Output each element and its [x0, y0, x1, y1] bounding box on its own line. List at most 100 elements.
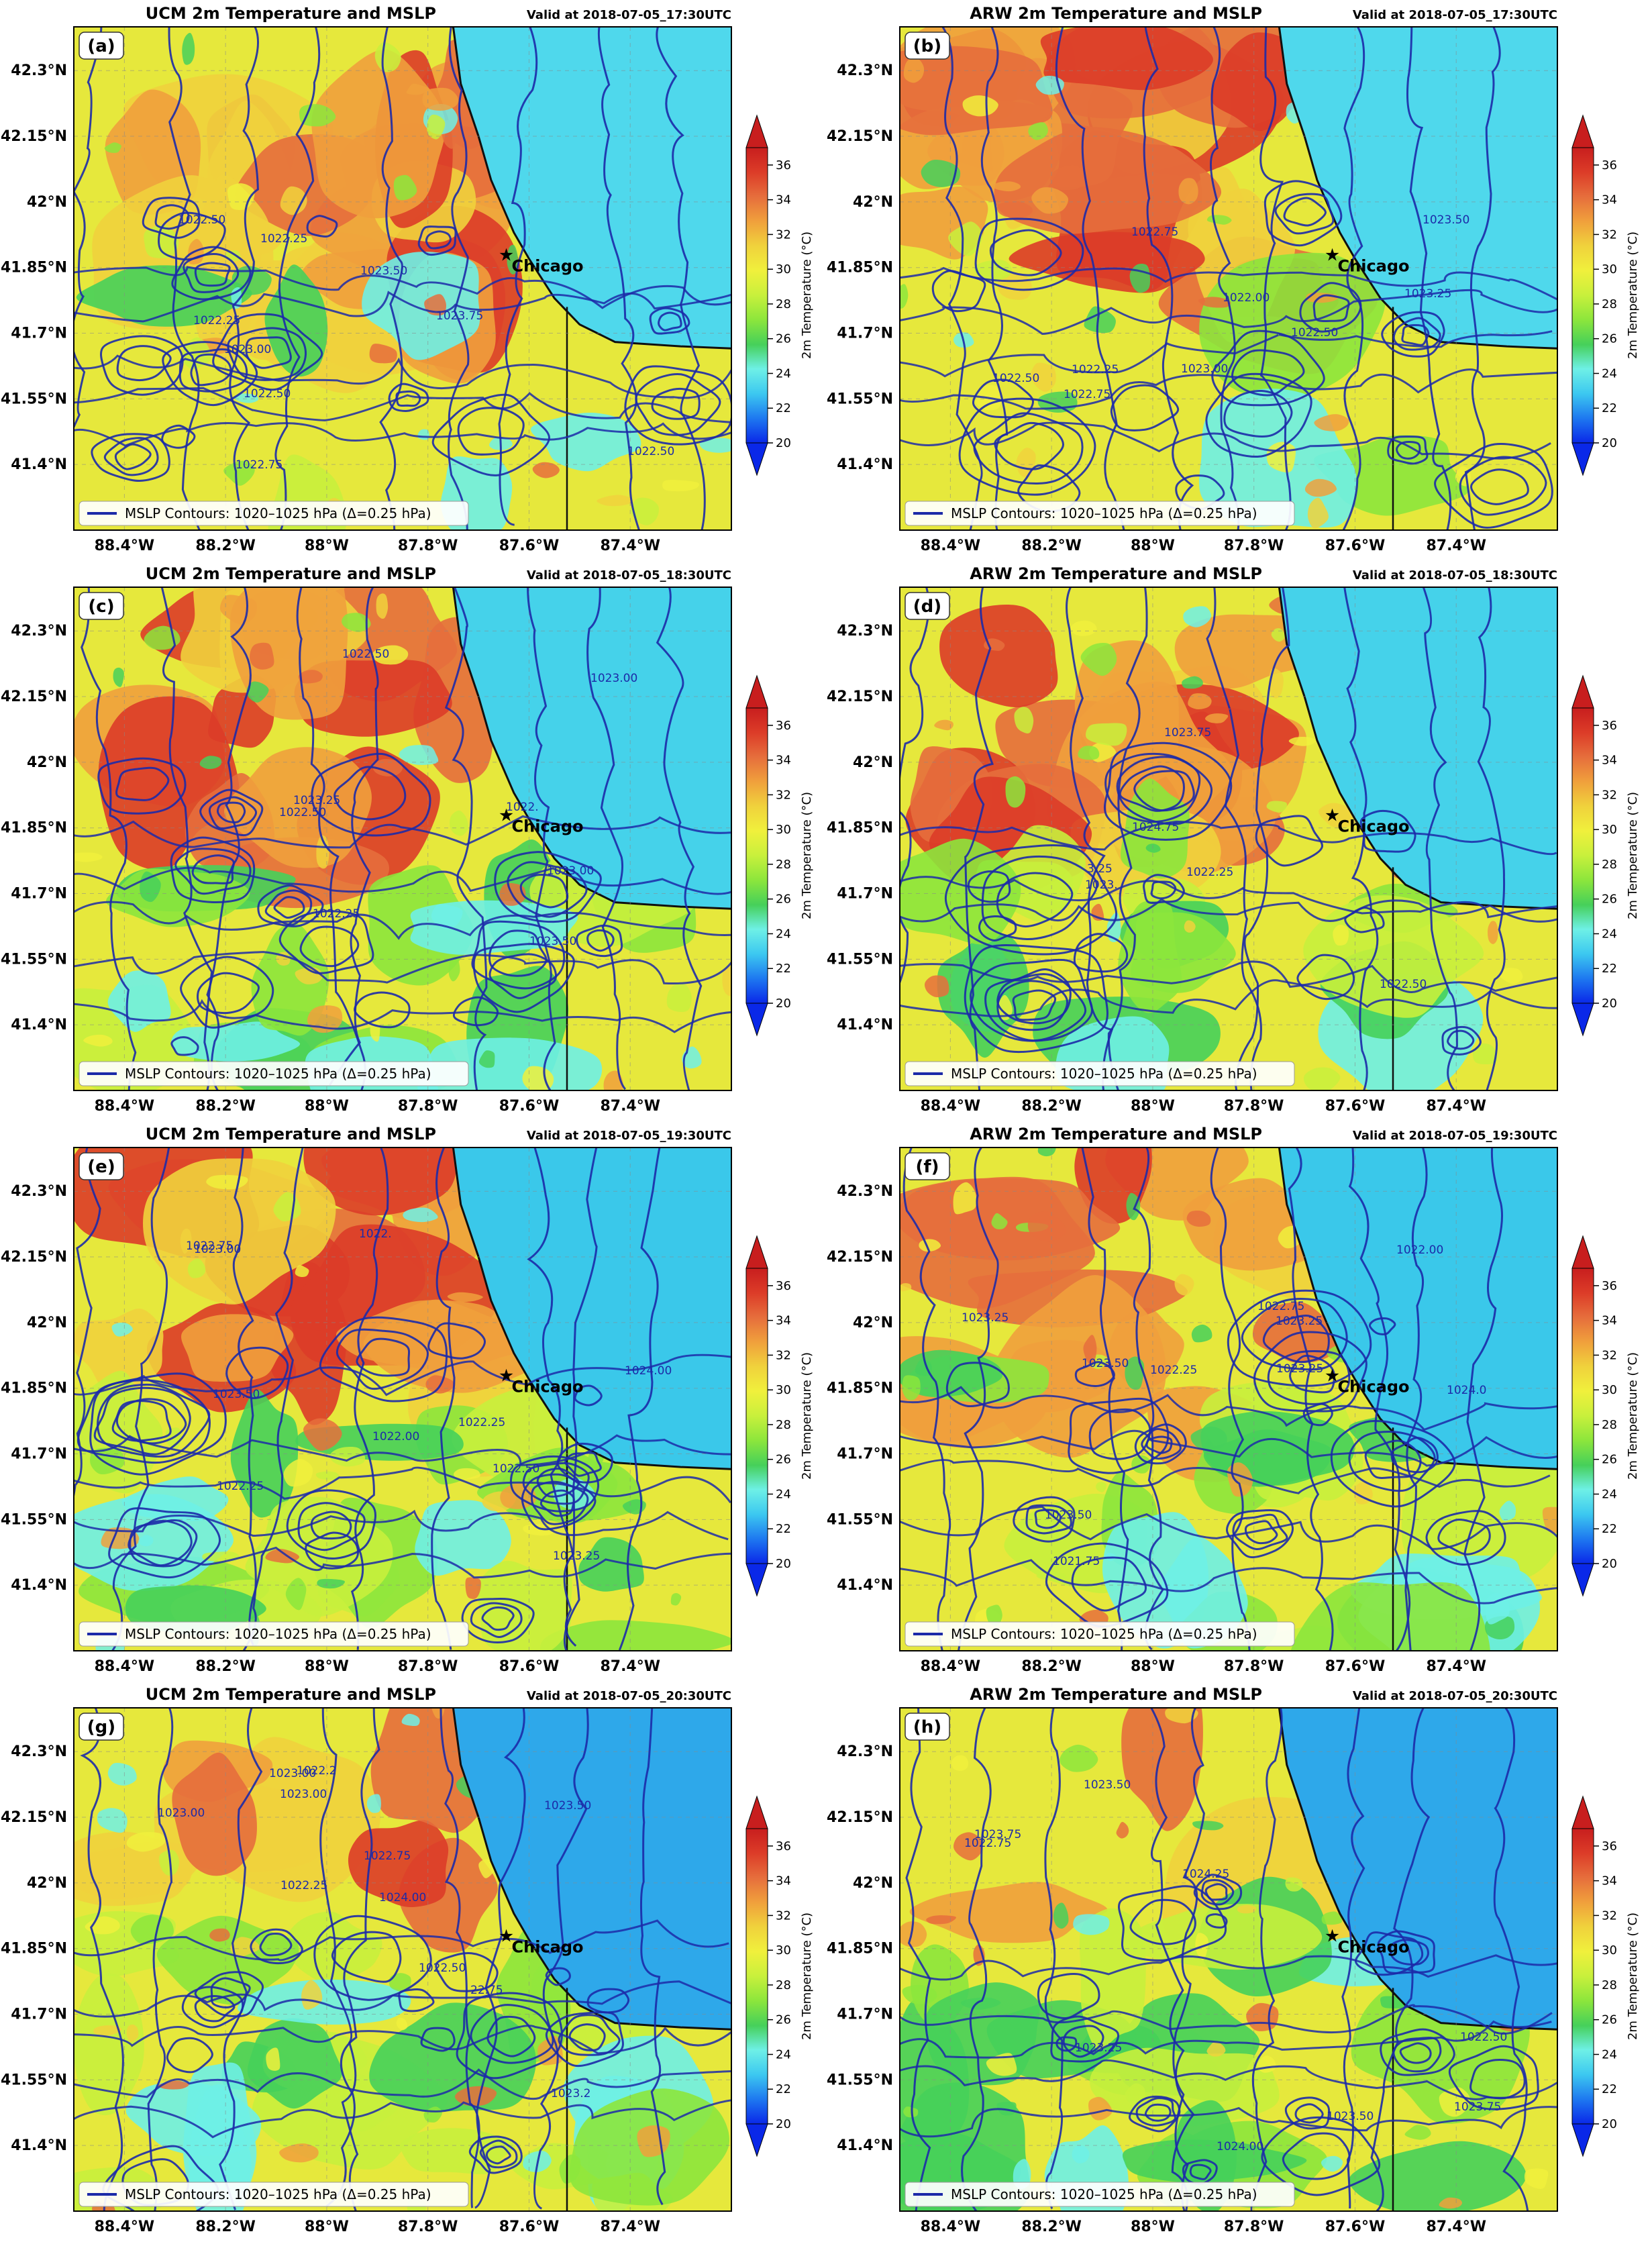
contour-label: 1023.75 [1164, 726, 1211, 740]
lon-tick-label: 87.4°W [1426, 2219, 1486, 2235]
lat-tick-label: 41.85°N [827, 260, 893, 276]
contour-label: 1022.50 [1460, 2031, 1507, 2044]
colorbar-max-arrow [1571, 1235, 1594, 1269]
colorbar-tick-label: 30 [776, 1383, 791, 1397]
colorbar-ticks: 20 22 24 26 28 30 32 34 36 [1594, 719, 1617, 1011]
latitude-ticks: 42.3°N 42.15°N 42°N 41.85°N 41.7°N 41.55°N 41.… [1, 1183, 67, 1594]
colorbar-tick-label: 20 [776, 997, 791, 1011]
colorbar-tick-label: 34 [1602, 1874, 1617, 1888]
lat-tick-label: 41.7°N [11, 886, 67, 903]
map-area: 1022.25 1022.50 1023.00 1022.50 1023.00 1023.… [1, 587, 732, 1115]
lat-tick-label: 42.3°N [11, 623, 67, 640]
panel-svg: UCM 2m Temperature and MSLP Valid at 201… [1, 4, 814, 554]
colorbar-tick-label: 32 [1602, 1348, 1617, 1362]
contour-label: 1022.00 [372, 1430, 419, 1443]
contour-label: 1024.00 [1217, 2140, 1263, 2153]
mslp-contours [74, 1708, 731, 2211]
lat-tick-label: 41.4°N [11, 456, 67, 473]
contour-label: 3.25 [1087, 862, 1113, 876]
contour-label: 1023.25 [1075, 2041, 1122, 2055]
star-icon: ★ [499, 245, 514, 265]
lat-tick-label: 41.7°N [11, 1446, 67, 1463]
chicago-marker: ★ Chicago [499, 1366, 584, 1396]
contour-label: 1022. [506, 801, 539, 814]
contour-label: 1023.50 [360, 264, 407, 278]
lon-tick-label: 88.2°W [195, 1098, 256, 1115]
valid-time: Valid at 2018-07-05_17:30UTC [527, 8, 731, 22]
colorbar-tick-label: 22 [1602, 1522, 1617, 1536]
colorbar-tick-label: 20 [776, 436, 791, 450]
lon-tick-label: 87.8°W [398, 538, 458, 554]
contour-label: 1023.50 [529, 935, 576, 948]
lon-tick-label: 87.6°W [1325, 538, 1386, 554]
colorbar-label: 2m Temperature (°C) [1626, 792, 1640, 919]
mslp-contours [900, 1148, 1557, 1651]
lon-tick-label: 88°W [1131, 538, 1175, 554]
contour-label: 1023.00 [547, 864, 594, 878]
lon-tick-label: 87.6°W [1325, 1098, 1386, 1115]
colorbar-tick-label: 24 [1602, 366, 1617, 380]
colorbar-tick-label: 24 [776, 366, 791, 380]
colorbar-tick-label: 28 [776, 1418, 791, 1432]
colorbar-bar [745, 1828, 768, 2125]
lon-tick-label: 87.8°W [1224, 2219, 1284, 2235]
mslp-contours [74, 587, 731, 1090]
colorbar-tick-label: 24 [1602, 2047, 1617, 2061]
city-label: Chicago [1338, 256, 1410, 275]
map-panel-d: ARW 2m Temperature and MSLP Valid at 201… [826, 560, 1652, 1121]
colorbar-ticks: 20 22 24 26 28 30 32 34 36 [768, 719, 791, 1011]
colorbar-tick-label: 26 [776, 332, 791, 346]
lat-tick-label: 42.15°N [827, 689, 893, 705]
panel-title: ARW 2m Temperature and MSLP [970, 564, 1262, 583]
contour-labels: 1021.75 1022.00 1022.25 1022.75 1023.25 1023.… [962, 1243, 1486, 1568]
contour-label: 1021.75 [1053, 1555, 1100, 1568]
lat-tick-label: 41.85°N [1, 820, 67, 837]
contour-label: 1023.50 [1423, 213, 1469, 227]
colorbar-tick-label: 32 [776, 788, 791, 802]
legend-text: MSLP Contours: 1020–1025 hPa (Δ=0.25 hPa… [951, 505, 1257, 521]
colorbar-tick-label: 34 [776, 1314, 791, 1328]
colorbar-ticks: 20 22 24 26 28 30 32 34 36 [1594, 158, 1617, 450]
lat-tick-label: 41.7°N [837, 1446, 893, 1463]
lon-tick-label: 87.6°W [1325, 1658, 1386, 1675]
lon-tick-label: 88.4°W [95, 2219, 155, 2235]
chicago-marker: ★ Chicago [1325, 245, 1410, 275]
lat-tick-label: 42.15°N [827, 1809, 893, 1826]
contour-label: 1022.25 [458, 1416, 505, 1429]
colorbar-tick-label: 28 [1602, 858, 1617, 872]
chicago-marker: ★ Chicago [499, 805, 584, 835]
panel-title: UCM 2m Temperature and MSLP [146, 1685, 436, 1704]
chicago-marker: ★ Chicago [1325, 1926, 1410, 1956]
colorbar-tick-label: 30 [1602, 823, 1617, 837]
colorbar: 20 22 24 26 28 30 32 34 36 2m Temperature (°C) [745, 1235, 814, 1597]
panel-label: (h) [913, 1717, 941, 1737]
colorbar-ticks: 20 22 24 26 28 30 32 34 36 [768, 1279, 791, 1571]
valid-time: Valid at 2018-07-05_17:30UTC [1353, 8, 1557, 22]
contour-label: 1023.25 [1404, 287, 1451, 301]
lon-tick-label: 88.4°W [95, 1098, 155, 1115]
map-area: 1022.75 1023.50 1024.00 1024.25 1023.50 1023.… [827, 1707, 1558, 2235]
chicago-marker: ★ Chicago [1325, 1366, 1410, 1396]
panel-svg: UCM 2m Temperature and MSLP Valid at 201… [1, 1685, 814, 2235]
colorbar-tick-label: 36 [776, 1279, 791, 1293]
colorbar-tick-label: 20 [776, 1557, 791, 1571]
lon-tick-label: 87.4°W [600, 538, 660, 554]
colorbar-tick-label: 30 [1602, 1383, 1617, 1397]
lat-tick-label: 41.55°N [1, 2072, 67, 2088]
longitude-ticks: 88.4°W 88.2°W 88°W 87.8°W 87.6°W 87.4°W [95, 2219, 660, 2235]
contour-label: 1022.75 [186, 1239, 233, 1253]
lon-tick-label: 87.4°W [600, 1658, 660, 1675]
contour-label: 1023.00 [590, 672, 637, 685]
map-frame [73, 26, 732, 531]
lon-tick-label: 87.4°W [600, 2219, 660, 2235]
contour-legend: MSLP Contours: 1020–1025 hPa (Δ=0.25 hPa… [905, 2182, 1295, 2207]
panel-title: ARW 2m Temperature and MSLP [970, 4, 1262, 23]
contour-label: 1022.50 [178, 213, 225, 227]
colorbar-label: 2m Temperature (°C) [800, 1352, 814, 1480]
colorbar-max-arrow [745, 1795, 768, 1829]
mslp-contours [900, 587, 1557, 1090]
contour-label: 1023. [1085, 878, 1118, 892]
city-label: Chicago [1338, 1377, 1410, 1396]
panel-title: ARW 2m Temperature and MSLP [970, 1685, 1262, 1704]
contour-label: 1023.25 [1276, 1362, 1323, 1376]
